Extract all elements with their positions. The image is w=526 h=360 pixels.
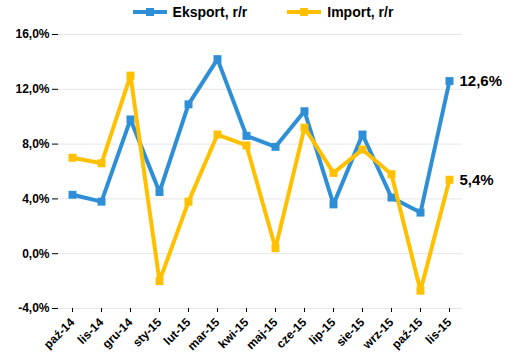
svg-text:paź-15: paź-15 (389, 315, 426, 352)
svg-text:12,6%: 12,6% (460, 72, 503, 89)
html-text:Import, r/r: Import, r/r (327, 4, 394, 20)
svg-text:lis-15: lis-15 (423, 315, 455, 347)
svg-text:4,0%: 4,0% (22, 192, 50, 206)
html-text:Eksport, r/r: Eksport, r/r (172, 4, 248, 20)
svg-text:8,0%: 8,0% (22, 137, 50, 151)
svg-text:5,4%: 5,4% (460, 171, 494, 188)
svg-text:-4,0%: -4,0% (18, 301, 50, 315)
svg-text:mar-15: mar-15 (185, 315, 223, 353)
svg-text:lis-14: lis-14 (74, 315, 107, 347)
svg-text:0,0%: 0,0% (22, 247, 50, 261)
svg-text:gru-14: gru-14 (99, 315, 135, 351)
svg-text:kwi-15: kwi-15 (215, 315, 252, 352)
svg-text:paź-14: paź-14 (41, 315, 78, 352)
svg-text:12,0%: 12,0% (15, 82, 49, 96)
svg-text:wrz-15: wrz-15 (359, 315, 396, 352)
svg-text:maj-15: maj-15 (244, 315, 281, 352)
svg-text:cze-15: cze-15 (273, 315, 309, 351)
svg-text:sty-15: sty-15 (130, 315, 165, 350)
svg-text:16,0%: 16,0% (15, 27, 49, 41)
svg-text:sie-15: sie-15 (333, 315, 368, 350)
svg-text:lip-15: lip-15 (306, 315, 338, 347)
svg-text:lut-15: lut-15 (160, 315, 194, 348)
